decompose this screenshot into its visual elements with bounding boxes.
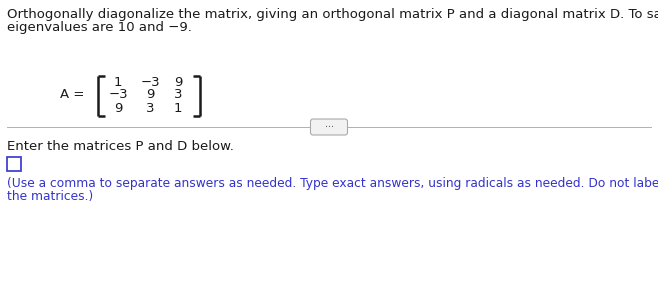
- Text: A =: A =: [60, 88, 84, 101]
- Text: 9: 9: [146, 88, 154, 101]
- Text: 3: 3: [174, 88, 182, 101]
- Text: 9: 9: [174, 75, 182, 88]
- FancyBboxPatch shape: [311, 119, 347, 135]
- Bar: [7, 157, 21, 171]
- Text: 3: 3: [146, 103, 154, 116]
- Text: Enter the matrices P and D below.: Enter the matrices P and D below.: [7, 140, 234, 153]
- Text: −3: −3: [140, 75, 160, 88]
- Text: −3: −3: [108, 88, 128, 101]
- Text: Orthogonally diagonalize the matrix, giving an orthogonal matrix P and a diagona: Orthogonally diagonalize the matrix, giv…: [7, 8, 658, 21]
- Text: ⋯: ⋯: [324, 122, 334, 131]
- Text: (Use a comma to separate answers as needed. Type exact answers, using radicals a: (Use a comma to separate answers as need…: [7, 177, 658, 190]
- Text: the matrices.): the matrices.): [7, 190, 93, 203]
- Text: eigenvalues are 10 and −9.: eigenvalues are 10 and −9.: [7, 21, 192, 34]
- Text: 1: 1: [114, 75, 122, 88]
- Text: 1: 1: [174, 103, 182, 116]
- Text: 9: 9: [114, 103, 122, 116]
